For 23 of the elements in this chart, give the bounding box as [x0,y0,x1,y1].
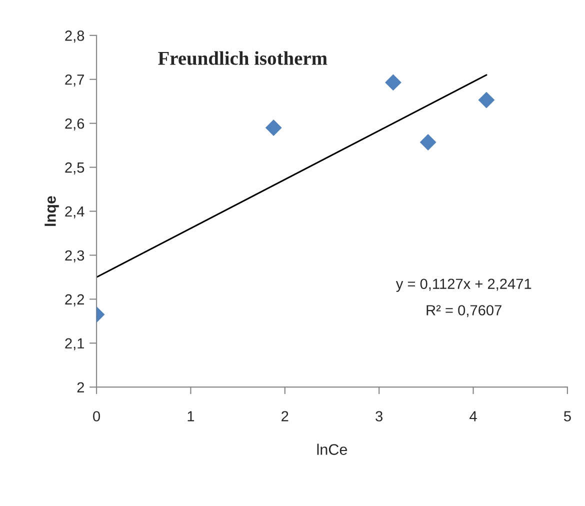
x-tick-label: 5 [564,411,571,422]
point [384,74,402,91]
annotation: R² = 0,7607 [426,305,502,318]
x-tick-label: 1 [188,411,194,422]
x-tick-label: 2 [282,411,288,422]
y-tick-label: 2,4 [65,206,84,218]
y-tick-label: 2,3 [65,250,84,262]
y-tick-label: 2,7 [65,74,84,87]
y-tick-label: 2 [77,382,84,392]
x-tick-label: 4 [470,411,477,422]
x-tick-label: 3 [376,411,382,422]
y-tick-label: 2,5 [65,162,84,174]
y-tick-label: 2,2 [65,294,84,306]
text: Freundlich isotherm [158,51,328,65]
x-tick-label: 0 [93,411,100,422]
point [420,134,436,150]
y-axis-title: lnqe [44,196,59,226]
annotation: y = 0,1127x + 2,2471 [396,278,532,292]
y-tick-label: 2,8 [65,30,84,43]
point [478,92,495,108]
x-axis-title: lnCe [317,444,348,455]
y-tick-label: 2,1 [65,338,84,350]
y-tick-label: 2,6 [65,118,84,130]
